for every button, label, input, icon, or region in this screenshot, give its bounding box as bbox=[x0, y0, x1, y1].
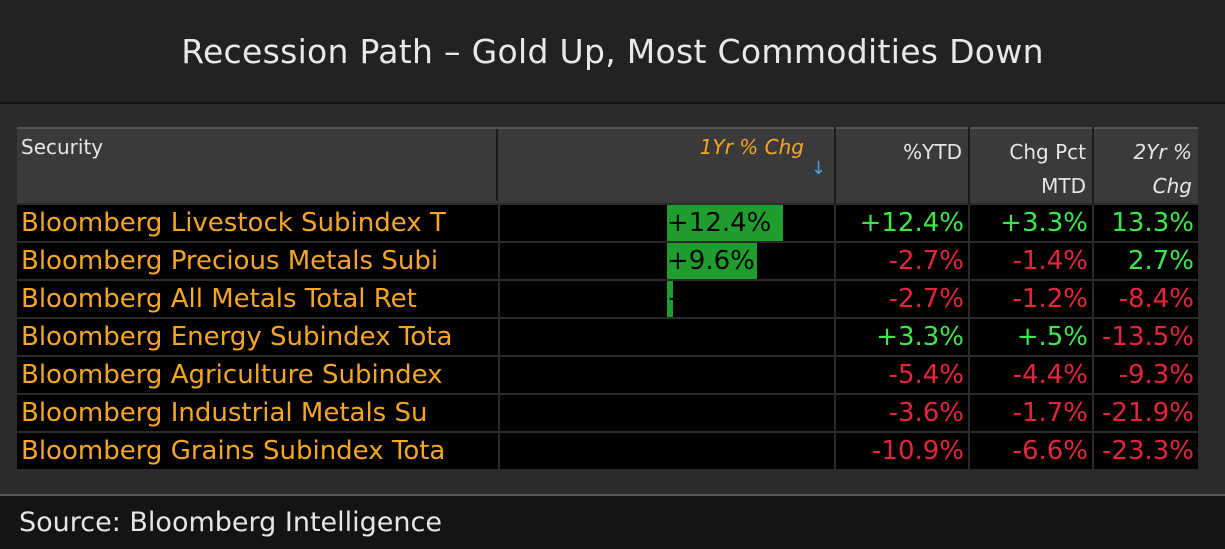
column-header-security[interactable]: Security bbox=[17, 130, 499, 201]
one-yr-cell: -8.7% bbox=[499, 355, 836, 394]
ytd-value: -10.9% bbox=[835, 431, 970, 469]
one-yr-bar-area bbox=[500, 282, 667, 317]
mtd-value: +.5% bbox=[969, 317, 1094, 356]
two-yr-value: -8.4% bbox=[1093, 279, 1198, 318]
two-yr-value: -21.9% bbox=[1093, 393, 1198, 432]
table-area: Security 1Yr % Chg ↓ %YTD Chg Pct bbox=[0, 104, 1225, 490]
column-header-mtd-line1: Chg Pct bbox=[1009, 140, 1086, 164]
ytd-value: +12.4% bbox=[835, 203, 970, 242]
table-row[interactable]: Bloomberg Agriculture Subindex -8.7% -5.… bbox=[17, 355, 1198, 394]
security-name: Bloomberg Livestock Subindex T bbox=[17, 203, 500, 242]
column-header-security-label: Security bbox=[21, 135, 104, 159]
footer: Source: Bloomberg Intelligence bbox=[0, 494, 1225, 549]
table-row[interactable]: Bloomberg Energy Subindex Tota -7.4% +3.… bbox=[17, 317, 1198, 356]
ytd-value: +3.3% bbox=[835, 317, 970, 356]
column-header-ytd-label: %YTD bbox=[903, 140, 962, 164]
one-yr-bar-area bbox=[500, 358, 667, 393]
table-header-row: Security 1Yr % Chg ↓ %YTD Chg Pct bbox=[17, 127, 1198, 204]
one-yr-bar-positive bbox=[667, 282, 673, 317]
page-title: Recession Path – Gold Up, Most Commoditi… bbox=[181, 31, 1044, 71]
table-row[interactable]: Bloomberg All Metals Total Ret +.6% -2.7… bbox=[17, 279, 1198, 318]
one-yr-value: -18.0% bbox=[668, 436, 760, 466]
one-yr-cell: -7.4% bbox=[499, 317, 836, 356]
security-name: Bloomberg Agriculture Subindex bbox=[17, 355, 500, 394]
table-row[interactable]: Bloomberg Precious Metals Subi +9.6% -2.… bbox=[17, 241, 1198, 280]
column-header-1yr-chg-label: 1Yr % Chg bbox=[699, 135, 804, 159]
one-yr-value-text: +9.6% bbox=[667, 246, 755, 276]
mtd-value: +3.3% bbox=[969, 203, 1094, 242]
ytd-value: -3.6% bbox=[835, 393, 970, 432]
table-row[interactable]: Bloomberg Livestock Subindex T +12.4% +1… bbox=[17, 203, 1198, 242]
one-yr-cell: +12.4% bbox=[499, 203, 836, 242]
two-yr-value: 2.7% bbox=[1093, 241, 1198, 280]
one-yr-cell: +9.6% bbox=[499, 241, 836, 280]
one-yr-bar-area bbox=[500, 244, 667, 279]
column-header-2yr[interactable]: 2Yr % Chg bbox=[1093, 127, 1198, 204]
column-header-mtd[interactable]: Chg Pct MTD bbox=[969, 127, 1094, 204]
security-name: Bloomberg Industrial Metals Su bbox=[17, 393, 500, 432]
two-yr-value: -23.3% bbox=[1093, 431, 1198, 469]
mtd-value: -1.7% bbox=[969, 393, 1094, 432]
ytd-value: -5.4% bbox=[835, 355, 970, 394]
one-yr-value: +9.6% bbox=[667, 244, 833, 279]
one-yr-cell: -10.8% bbox=[499, 393, 836, 432]
mtd-value: -6.6% bbox=[969, 431, 1094, 469]
mtd-value: -4.4% bbox=[969, 355, 1094, 394]
column-header-1yr-chg[interactable]: 1Yr % Chg ↓ bbox=[498, 130, 833, 201]
title-bar: Recession Path – Gold Up, Most Commoditi… bbox=[0, 0, 1225, 104]
security-name: Bloomberg Grains Subindex Tota bbox=[17, 431, 500, 469]
ytd-value: -2.7% bbox=[835, 279, 970, 318]
two-yr-value: -9.3% bbox=[1093, 355, 1198, 394]
one-yr-value: -8.7% bbox=[667, 360, 743, 390]
ytd-value: -2.7% bbox=[835, 241, 970, 280]
one-yr-value: -7.4% bbox=[667, 322, 743, 352]
two-yr-value: -13.5% bbox=[1093, 317, 1198, 356]
one-yr-bar-area bbox=[500, 434, 668, 469]
security-header-group: Security 1Yr % Chg ↓ bbox=[17, 127, 836, 204]
one-yr-bar-area bbox=[500, 396, 667, 431]
column-header-2yr-line2: Chg bbox=[1152, 174, 1192, 198]
one-yr-value: -10.8% bbox=[667, 398, 759, 428]
one-yr-value: +12.4% bbox=[667, 206, 833, 241]
source-note: Source: Bloomberg Intelligence bbox=[19, 507, 442, 538]
mtd-value: -1.4% bbox=[969, 241, 1094, 280]
one-yr-bar-positive bbox=[667, 206, 783, 241]
table-row[interactable]: Bloomberg Industrial Metals Su -10.8% -3… bbox=[17, 393, 1198, 432]
one-yr-value-text: +12.4% bbox=[667, 208, 772, 238]
two-yr-value: 13.3% bbox=[1093, 203, 1198, 242]
one-yr-value-text: +.6% bbox=[667, 284, 739, 314]
security-name: Bloomberg Precious Metals Subi bbox=[17, 241, 500, 280]
security-name: Bloomberg All Metals Total Ret bbox=[17, 279, 500, 318]
table-row[interactable]: Bloomberg Grains Subindex Tota -18.0% -1… bbox=[17, 431, 1198, 469]
table-body: Bloomberg Livestock Subindex T +12.4% +1… bbox=[17, 203, 1198, 469]
security-name: Bloomberg Energy Subindex Tota bbox=[17, 317, 500, 356]
one-yr-bar-area bbox=[500, 320, 667, 355]
securities-table: Security 1Yr % Chg ↓ %YTD Chg Pct bbox=[17, 127, 1198, 469]
column-header-ytd[interactable]: %YTD bbox=[835, 127, 970, 204]
one-yr-bar-positive bbox=[667, 244, 757, 279]
one-yr-cell: +.6% bbox=[499, 279, 836, 318]
column-header-2yr-line1: 2Yr % bbox=[1133, 140, 1192, 164]
mtd-value: -1.2% bbox=[969, 279, 1094, 318]
sort-down-icon: ↓ bbox=[810, 158, 826, 179]
one-yr-cell: -18.0% bbox=[499, 431, 836, 469]
one-yr-bar-area bbox=[500, 206, 667, 241]
column-header-mtd-line2: MTD bbox=[1041, 174, 1086, 198]
one-yr-value: +.6% bbox=[667, 282, 833, 317]
